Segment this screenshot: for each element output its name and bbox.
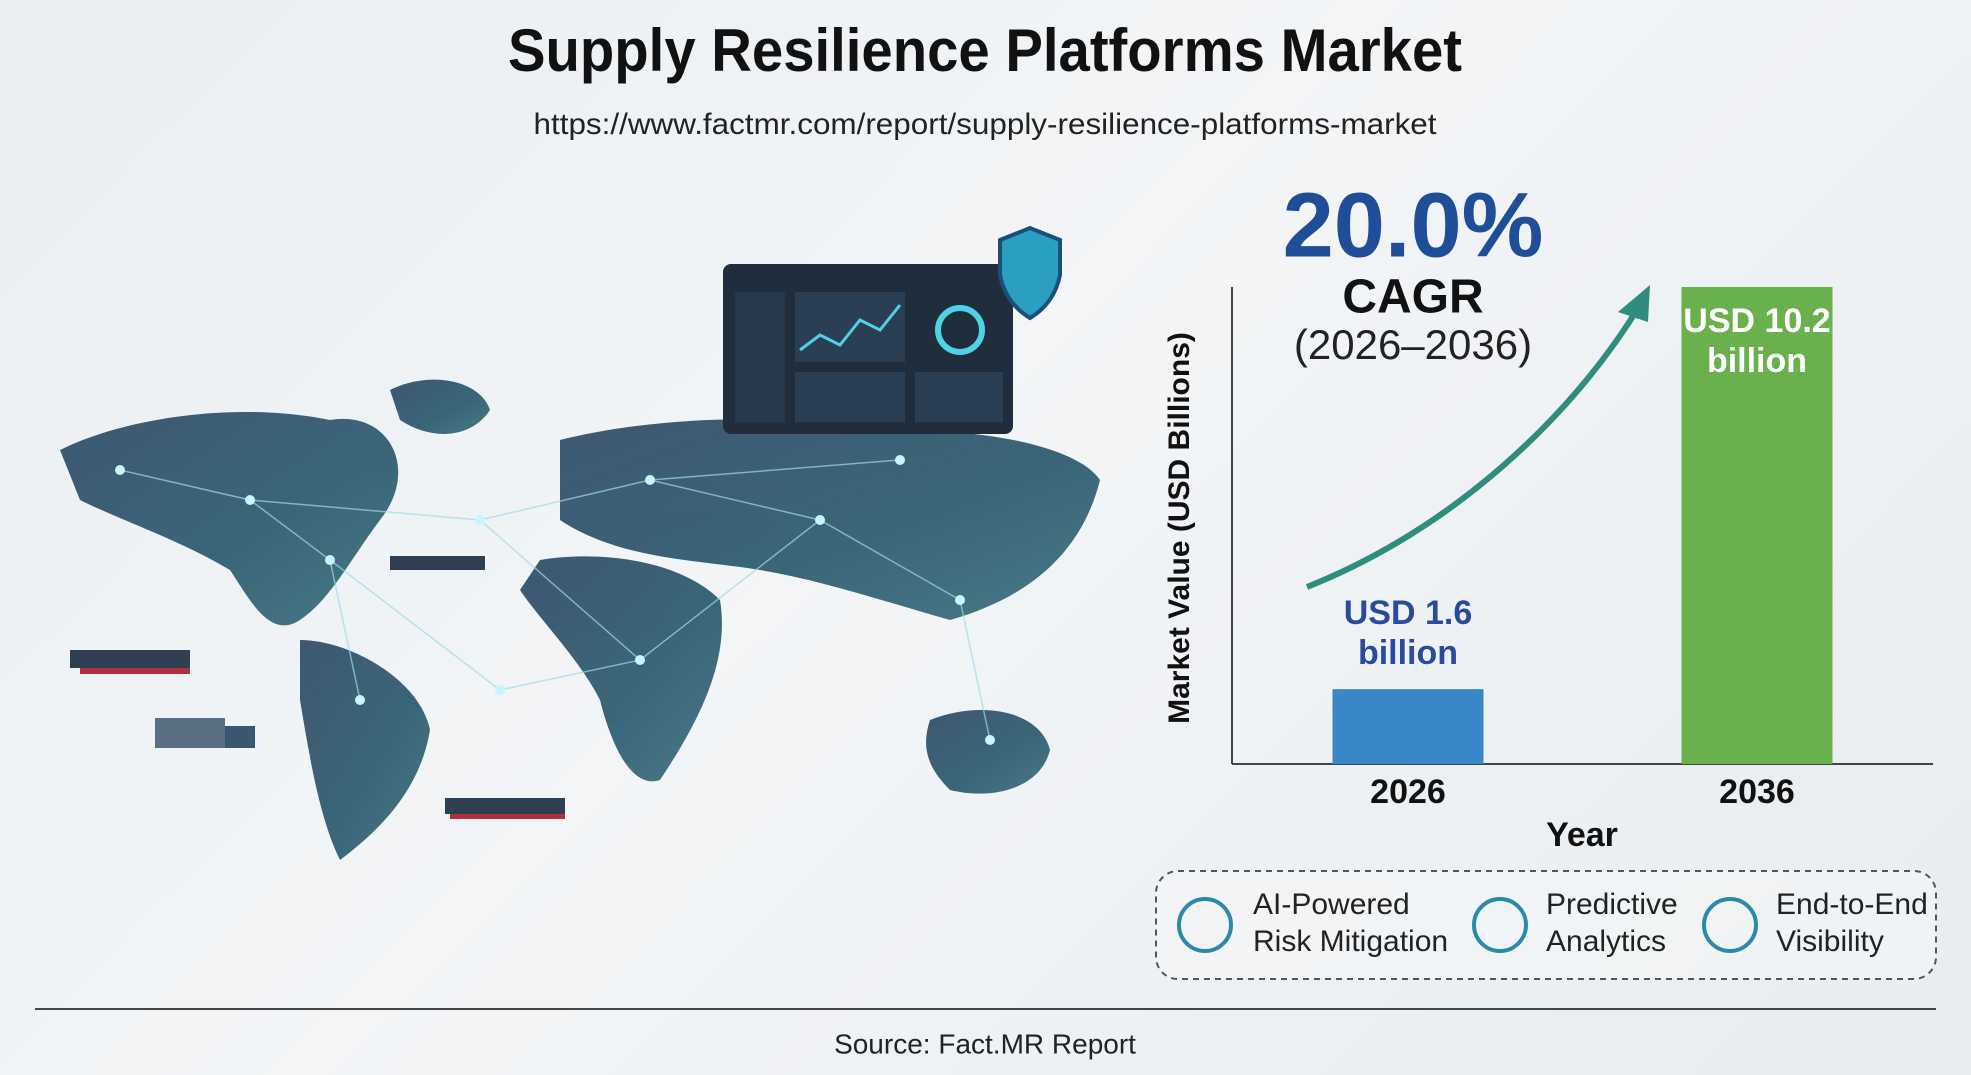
bar	[1681, 287, 1833, 764]
bar	[1332, 689, 1484, 764]
dashboard-illustration	[723, 225, 1062, 434]
y-axis-label: Market Value (USD Billions)	[1163, 332, 1196, 724]
x-tick-label: 2026	[1370, 773, 1446, 811]
value-label: USD 1.6 billion	[1343, 594, 1473, 673]
subtitle-url: https://www.factmr.com/report/supply-res…	[534, 108, 1438, 141]
features-box	[1155, 870, 1937, 980]
feature-text: End-to-End	[1776, 888, 1928, 921]
feature-text: Analytics	[1546, 925, 1666, 958]
cagr-label: CAGR	[1342, 271, 1483, 324]
source: Source: Fact.MR Report	[834, 1028, 1136, 1059]
cagr-value: 20.0%	[1283, 174, 1544, 276]
value-label: USD 10.2 billion	[1683, 302, 1831, 380]
feature-text: Visibility	[1776, 925, 1884, 958]
x-axis-label: Year	[1546, 816, 1618, 854]
feature-text: AI-Powered	[1253, 888, 1410, 921]
x-tick-label: 2036	[1719, 773, 1795, 811]
feature-text: Predictive	[1546, 888, 1678, 921]
chart-title: Supply Resilience Platforms Market	[508, 17, 1462, 84]
growth-arrowhead	[1618, 285, 1650, 322]
truck-ship-illustration	[70, 556, 565, 819]
world-map-illustration	[60, 379, 1100, 860]
network-nodes	[115, 455, 995, 745]
feature-text: Risk Mitigation	[1253, 925, 1448, 958]
feature-icons	[1177, 897, 1758, 953]
growth-arrow	[1305, 303, 1643, 590]
cagr-period: (2026–2036)	[1294, 321, 1532, 368]
